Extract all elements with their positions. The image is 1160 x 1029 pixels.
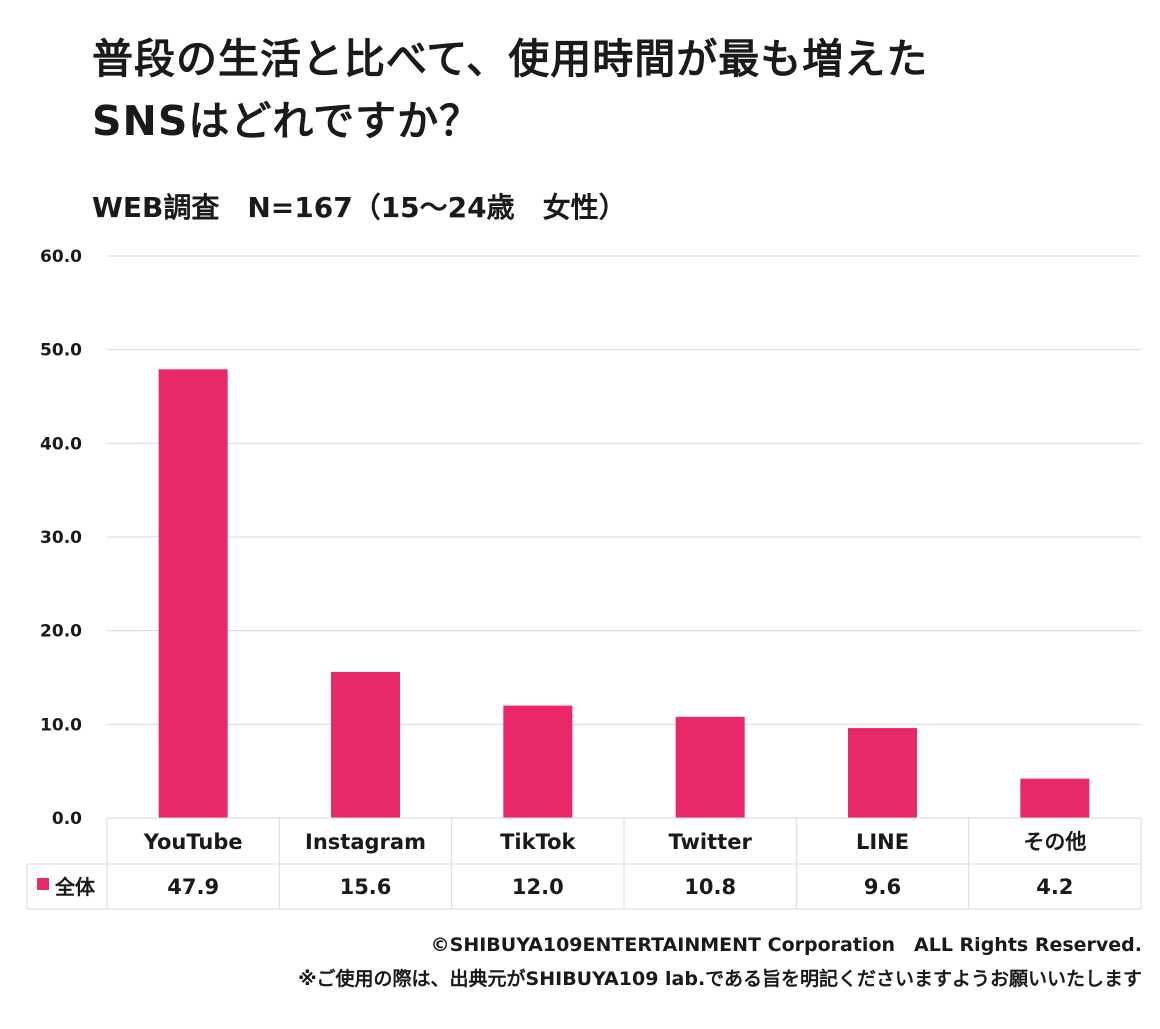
y-tick-label: 10.0 xyxy=(40,715,82,735)
chart-title-line1: 普段の生活と比べて、使用時間が最も増えた xyxy=(92,35,929,83)
x-category-label: その他 xyxy=(1023,830,1086,854)
bar xyxy=(675,716,745,818)
chart-title: 普段の生活と比べて、使用時間が最も増えた SNSはどれですか？ xyxy=(92,28,928,152)
chart-subtitle: WEB調査 N=167（15～24歳 女性） xyxy=(92,191,627,224)
x-category-label: TikTok xyxy=(500,830,576,854)
table-value: 10.8 xyxy=(684,875,736,899)
x-category-label: Twitter xyxy=(669,830,753,854)
table-value: 47.9 xyxy=(167,875,219,899)
table-value: 4.2 xyxy=(1036,875,1073,899)
y-tick-label: 60.0 xyxy=(40,247,82,267)
chart-title-line2: SNSはどれですか？ xyxy=(92,97,482,145)
table-value: 15.6 xyxy=(340,875,392,899)
y-tick-label: 30.0 xyxy=(40,528,82,548)
bar xyxy=(331,671,400,818)
bar xyxy=(503,705,573,818)
y-tick-label: 40.0 xyxy=(40,434,82,454)
usage-notice: ※ご使用の際は、出典元がSHIBUYA109 lab.である旨を明記くださいます… xyxy=(298,968,1142,990)
legend-label: 全体 xyxy=(54,875,96,899)
y-tick-label: 20.0 xyxy=(40,622,82,642)
x-category-label: Instagram xyxy=(305,830,426,854)
x-category-label: YouTube xyxy=(143,830,243,854)
table-value: 9.6 xyxy=(864,875,901,899)
bar xyxy=(1020,778,1090,818)
bar xyxy=(848,728,917,818)
y-tick-label: 50.0 xyxy=(40,341,82,361)
x-category-label: LINE xyxy=(856,830,909,854)
copyright-notice: ©SHIBUYA109ENTERTAINMENT Corporation ALL… xyxy=(430,934,1142,956)
table-value: 12.0 xyxy=(512,875,564,899)
legend-swatch xyxy=(37,878,49,890)
bar xyxy=(158,369,228,818)
y-tick-label: 0.0 xyxy=(52,809,82,829)
